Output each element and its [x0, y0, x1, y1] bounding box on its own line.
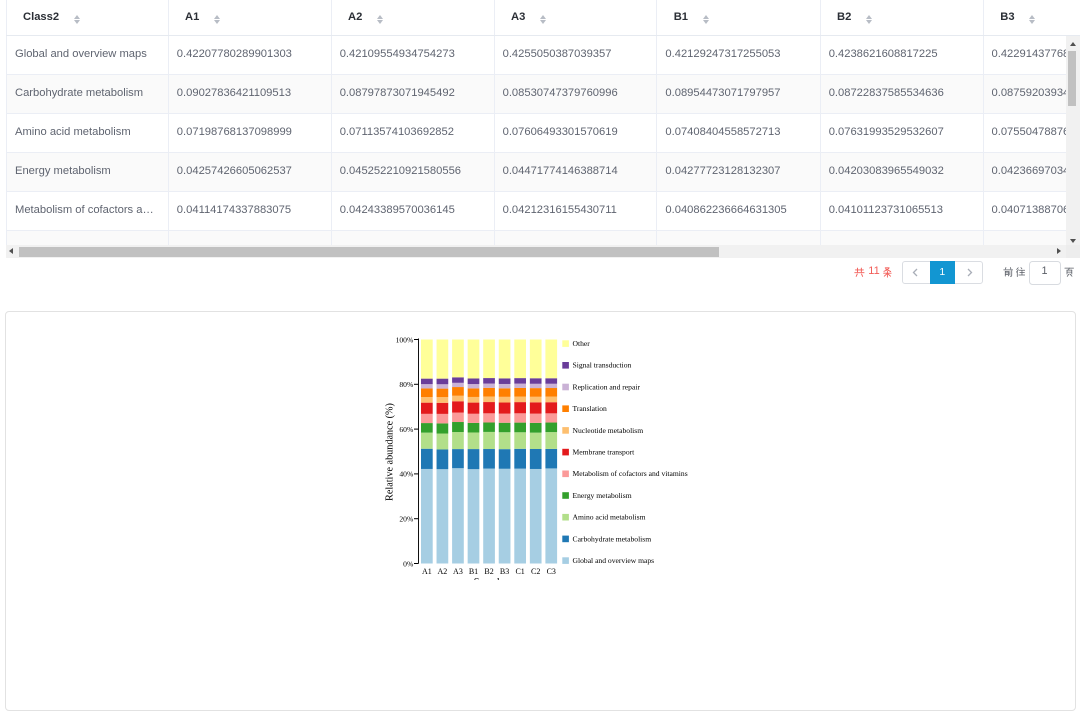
- svg-text:A2: A2: [438, 567, 448, 576]
- svg-text:0%: 0%: [403, 559, 414, 568]
- svg-text:Carbohydrate metabolism: Carbohydrate metabolism: [573, 534, 652, 543]
- svg-text:B3: B3: [500, 567, 509, 576]
- svg-text:20%: 20%: [399, 515, 414, 524]
- svg-text:C3: C3: [547, 567, 556, 576]
- svg-text:Relative abundance (%): Relative abundance (%): [385, 403, 396, 501]
- svg-text:B1: B1: [469, 567, 478, 576]
- svg-text:C2: C2: [531, 567, 540, 576]
- svg-text:A1: A1: [422, 567, 432, 576]
- svg-text:Replication and repair: Replication and repair: [573, 382, 641, 391]
- svg-text:C1: C1: [515, 567, 524, 576]
- svg-text:Energy metabolism: Energy metabolism: [573, 491, 632, 500]
- svg-text:Global and overview maps: Global and overview maps: [573, 556, 655, 565]
- svg-text:Amino acid metabolism: Amino acid metabolism: [573, 513, 646, 522]
- svg-text:Membrane transport: Membrane transport: [573, 448, 636, 457]
- svg-text:40%: 40%: [399, 470, 414, 479]
- svg-text:Sample: Sample: [474, 577, 505, 580]
- svg-text:Nucleotide metabolism: Nucleotide metabolism: [573, 426, 644, 435]
- svg-text:A3: A3: [453, 567, 463, 576]
- svg-text:60%: 60%: [399, 425, 414, 434]
- svg-text:100%: 100%: [396, 335, 414, 344]
- svg-text:B2: B2: [484, 567, 493, 576]
- svg-text:Signal transduction: Signal transduction: [573, 361, 632, 370]
- svg-text:Metabolism of cofactors and vi: Metabolism of cofactors and vitamins: [573, 469, 688, 478]
- svg-text:Other: Other: [573, 339, 591, 348]
- svg-text:80%: 80%: [399, 380, 414, 389]
- svg-text:Translation: Translation: [573, 404, 608, 413]
